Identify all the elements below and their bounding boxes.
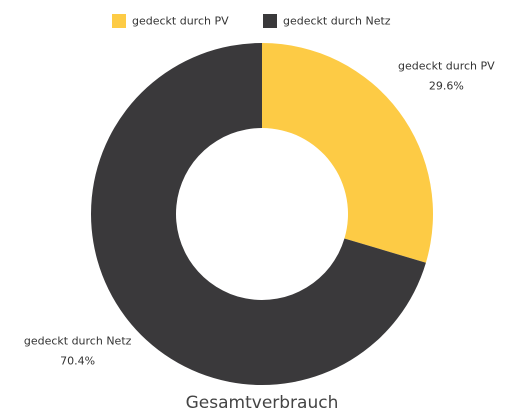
donut-slice xyxy=(90,43,426,385)
legend-swatch xyxy=(263,14,277,28)
donut-slice xyxy=(262,43,433,263)
chart-title: Gesamtverbrauch xyxy=(186,393,339,413)
slice-label: gedeckt durch Netz xyxy=(24,335,132,348)
legend-swatch xyxy=(112,14,126,28)
legend-label: gedeckt durch PV xyxy=(132,15,229,28)
slice-value: 29.6% xyxy=(429,79,464,92)
legend-label: gedeckt durch Netz xyxy=(283,15,391,28)
slice-value: 70.4% xyxy=(60,355,95,368)
slice-label: gedeckt durch PV xyxy=(398,59,495,72)
